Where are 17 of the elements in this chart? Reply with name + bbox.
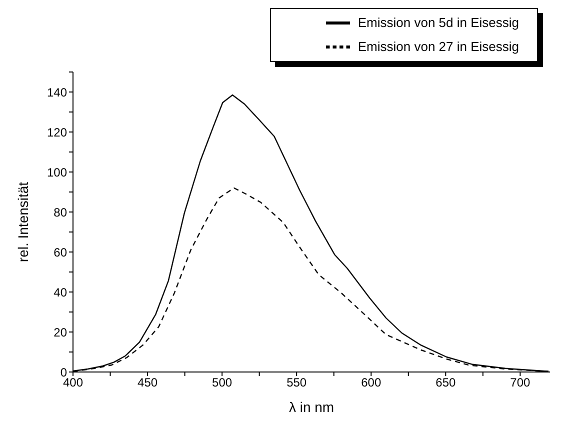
y-axis-title: rel. Intensität: [14, 182, 31, 262]
y-tick-label: 100: [46, 165, 68, 180]
x-tick-label: 650: [436, 376, 456, 390]
x-tick-label: 550: [286, 376, 307, 390]
x-tick-label: 450: [138, 376, 158, 390]
legend-label: Emission von 27 in Eisessig: [358, 39, 519, 54]
y-tick-label: 120: [46, 125, 68, 140]
y-tick-label: 80: [54, 205, 68, 220]
legend-label: Emission von 5d in Eisessig: [358, 15, 519, 30]
y-tick-label: 140: [46, 85, 68, 100]
y-tick-label: 40: [54, 285, 68, 300]
y-tick-label: 60: [54, 245, 68, 260]
x-tick-label: 500: [212, 376, 232, 390]
x-axis-title: λ in nm: [288, 399, 334, 415]
x-tick-label: 600: [361, 376, 382, 390]
x-tick-label: 700: [510, 376, 531, 390]
y-tick-label: 20: [54, 325, 68, 340]
